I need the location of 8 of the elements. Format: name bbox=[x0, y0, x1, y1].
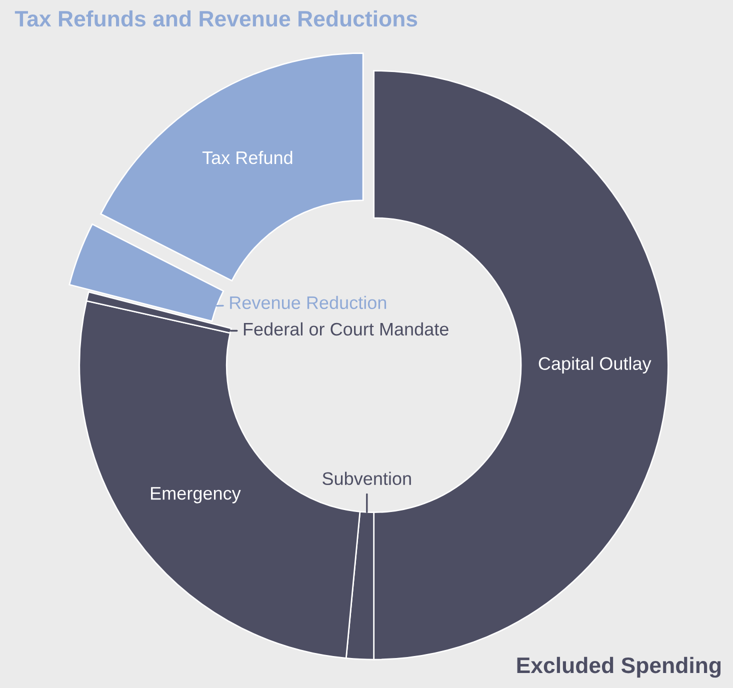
slice-label: Tax Refund bbox=[202, 150, 292, 164]
slice-label: Capital Outlay bbox=[538, 356, 652, 374]
slice-label: Federal or Court Mandate bbox=[244, 322, 448, 336]
text: Tax Refunds and Revenue Reductions bbox=[14, 10, 418, 27]
text: Excluded Spending bbox=[517, 656, 721, 678]
slice-label: Subvention bbox=[322, 472, 411, 486]
slice-label: Emergency bbox=[151, 487, 241, 504]
slice-label: Revenue Reduction bbox=[230, 296, 386, 310]
